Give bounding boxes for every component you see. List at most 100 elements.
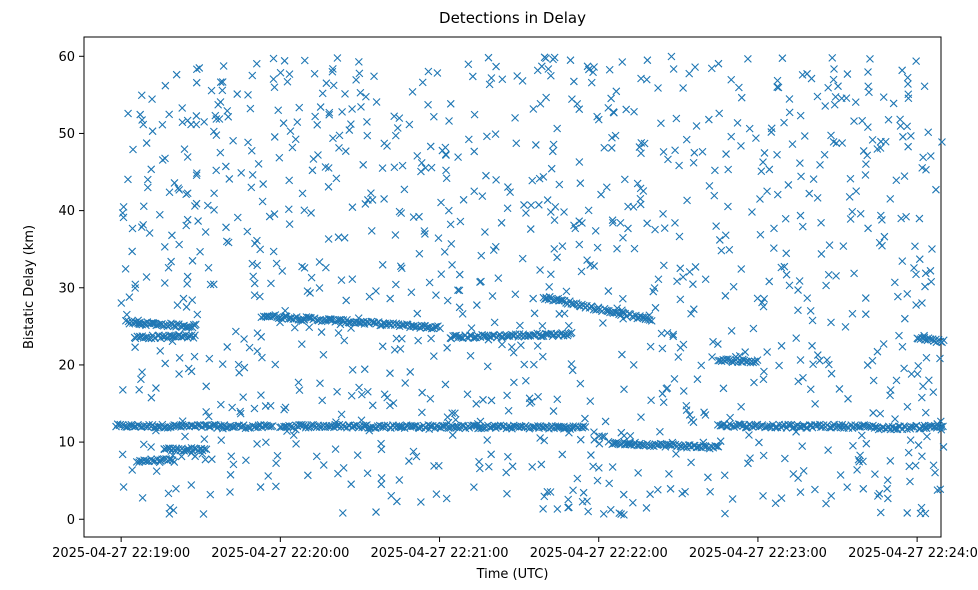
scatter-point bbox=[168, 451, 177, 460]
scatter-point bbox=[337, 410, 346, 419]
scatter-point bbox=[432, 291, 440, 300]
scatter-point bbox=[149, 319, 158, 328]
scatter-point bbox=[702, 443, 710, 451]
scatter-point bbox=[273, 451, 282, 460]
scatter-point bbox=[319, 461, 328, 469]
scatter-point bbox=[846, 215, 855, 223]
scatter-point bbox=[354, 314, 363, 323]
scatter-point bbox=[367, 189, 375, 197]
scatter-point bbox=[379, 423, 388, 432]
scatter-point bbox=[478, 192, 487, 201]
scatter-point bbox=[530, 309, 539, 318]
scatter-point bbox=[734, 83, 743, 92]
scatter-point bbox=[938, 138, 946, 146]
scatter-point bbox=[654, 84, 662, 92]
scatter-point bbox=[168, 231, 176, 240]
scatter-point bbox=[550, 53, 559, 62]
scatter-point bbox=[307, 209, 315, 217]
scatter-point bbox=[200, 435, 209, 443]
scatter-point bbox=[869, 409, 878, 417]
scatter-point bbox=[777, 494, 786, 502]
scatter-point bbox=[315, 423, 324, 431]
scatter-point bbox=[447, 239, 456, 248]
scatter-point bbox=[749, 324, 758, 333]
scatter-point bbox=[336, 320, 345, 329]
scatter-point bbox=[576, 179, 585, 188]
scatter-point bbox=[513, 72, 522, 80]
scatter-point bbox=[679, 340, 688, 349]
scatter-point bbox=[848, 309, 857, 318]
scatter-point bbox=[518, 254, 527, 263]
scatter-point bbox=[646, 342, 655, 351]
scatter-point bbox=[616, 219, 625, 227]
scatter-point bbox=[843, 70, 852, 78]
scatter-point bbox=[354, 58, 363, 66]
scatter-point bbox=[139, 220, 148, 229]
plot-frame bbox=[83, 36, 942, 538]
scatter-point bbox=[206, 280, 215, 289]
scatter-point bbox=[727, 327, 736, 335]
scatter-point bbox=[822, 499, 830, 508]
scatter-point bbox=[170, 421, 179, 429]
scatter-point bbox=[490, 318, 499, 327]
chart-title: Detections in Delay bbox=[439, 9, 586, 27]
scatter-point bbox=[119, 483, 128, 491]
scatter-point bbox=[750, 378, 758, 387]
scatter-point bbox=[470, 187, 479, 196]
scatter-point bbox=[426, 394, 435, 403]
scatter-point bbox=[216, 98, 225, 106]
scatter-point bbox=[455, 270, 464, 279]
scatter-point bbox=[929, 388, 938, 397]
scatter-point bbox=[311, 112, 320, 121]
scatter-point bbox=[482, 171, 490, 180]
scatter-point bbox=[636, 312, 644, 320]
scatter-point bbox=[228, 403, 237, 412]
scatter-point bbox=[856, 451, 864, 460]
scatter-point bbox=[177, 452, 186, 461]
scatter-point bbox=[155, 210, 164, 219]
scatter-point bbox=[861, 294, 870, 302]
scatter-point bbox=[395, 476, 404, 484]
scatter-point bbox=[188, 256, 197, 265]
scatter-point bbox=[903, 290, 912, 298]
scatter-point bbox=[321, 263, 330, 272]
scatter-point bbox=[397, 264, 406, 273]
scatter-point bbox=[841, 322, 850, 331]
scatter-point bbox=[724, 202, 732, 211]
scatter-point bbox=[892, 424, 901, 432]
scatter-point bbox=[327, 315, 335, 324]
scatter-point bbox=[713, 340, 722, 348]
scatter-point bbox=[506, 188, 514, 197]
scatter-point bbox=[348, 203, 357, 212]
scatter-point bbox=[365, 426, 374, 435]
scatter-point bbox=[770, 224, 778, 233]
scatter-point bbox=[932, 335, 940, 344]
scatter-point bbox=[573, 99, 582, 108]
scatter-point bbox=[701, 411, 710, 419]
scatter-point bbox=[528, 462, 537, 471]
scatter-point bbox=[186, 322, 194, 331]
scatter-point bbox=[926, 152, 935, 160]
scatter-point bbox=[813, 92, 822, 101]
scatter-point bbox=[247, 183, 256, 192]
scatter-point bbox=[586, 261, 595, 269]
scatter-point bbox=[256, 483, 265, 491]
scatter-point bbox=[393, 124, 402, 132]
scatter-point bbox=[528, 176, 537, 185]
scatter-point bbox=[658, 389, 667, 398]
scatter-point bbox=[682, 135, 691, 144]
scatter-point bbox=[131, 280, 140, 289]
scatter-point bbox=[218, 86, 227, 95]
scatter-point bbox=[883, 476, 892, 485]
scatter-point bbox=[395, 421, 404, 430]
scatter-point bbox=[295, 103, 304, 112]
scatter-point bbox=[143, 175, 152, 184]
scatter-point bbox=[863, 123, 872, 132]
scatter-point bbox=[848, 207, 857, 216]
scatter-point bbox=[892, 376, 901, 385]
scatter-point bbox=[618, 306, 626, 315]
scatter-point bbox=[253, 440, 261, 448]
scatter-point bbox=[576, 435, 585, 444]
scatter-point bbox=[538, 322, 547, 330]
scatter-point bbox=[920, 331, 929, 340]
